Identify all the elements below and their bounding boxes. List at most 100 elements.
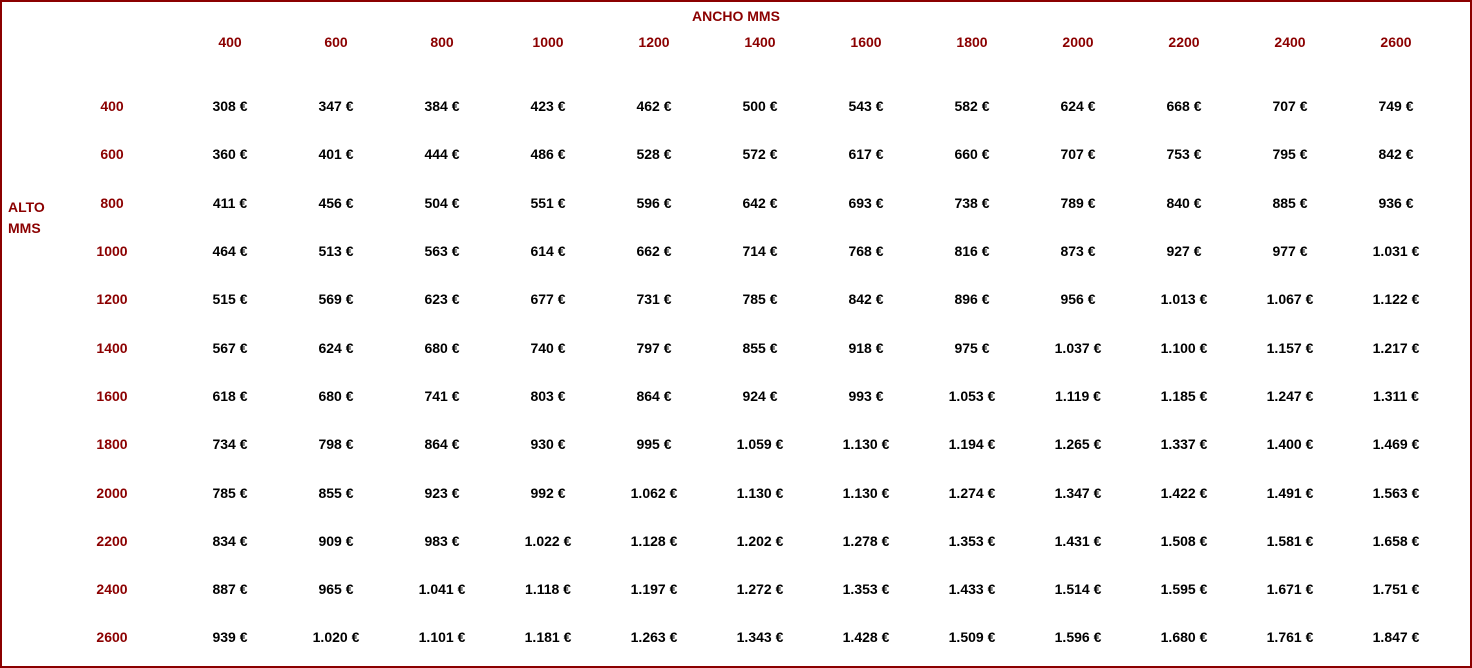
top-axis-label: ANCHO MMS [2, 8, 1470, 24]
table-cell: 1.247 € [1237, 388, 1343, 404]
table-cell: 1.353 € [919, 533, 1025, 549]
table-cell: 956 € [1025, 291, 1131, 307]
table-cell: 1.469 € [1343, 436, 1449, 452]
table-cell: 927 € [1131, 243, 1237, 259]
table-cell: 924 € [707, 388, 813, 404]
table-cell: 623 € [389, 291, 495, 307]
table-cell: 816 € [919, 243, 1025, 259]
table-cell: 785 € [177, 485, 283, 501]
table-cell: 1.013 € [1131, 291, 1237, 307]
table-cell: 1.059 € [707, 436, 813, 452]
table-row: 515 €569 €623 €677 €731 €785 €842 €896 €… [177, 275, 1449, 323]
table-cell: 624 € [283, 340, 389, 356]
table-cell: 680 € [389, 340, 495, 356]
col-header: 1800 [919, 34, 1025, 50]
table-cell: 642 € [707, 195, 813, 211]
table-cell: 1.422 € [1131, 485, 1237, 501]
table-cell: 834 € [177, 533, 283, 549]
table-cell: 596 € [601, 195, 707, 211]
table-cell: 1.130 € [813, 436, 919, 452]
table-cell: 741 € [389, 388, 495, 404]
table-cell: 1.130 € [813, 485, 919, 501]
table-cell: 1.217 € [1343, 340, 1449, 356]
table-cell: 486 € [495, 146, 601, 162]
table-cell: 411 € [177, 195, 283, 211]
table-cell: 740 € [495, 340, 601, 356]
table-cell: 1.272 € [707, 581, 813, 597]
table-cell: 909 € [283, 533, 389, 549]
table-cell: 1.514 € [1025, 581, 1131, 597]
table-cell: 617 € [813, 146, 919, 162]
table-cell: 885 € [1237, 195, 1343, 211]
table-cell: 1.508 € [1131, 533, 1237, 549]
table-cell: 1.265 € [1025, 436, 1131, 452]
row-header: 2600 [77, 613, 147, 661]
table-cell: 840 € [1131, 195, 1237, 211]
table-cell: 668 € [1131, 98, 1237, 114]
table-cell: 569 € [283, 291, 389, 307]
table-cell: 1.041 € [389, 581, 495, 597]
table-cell: 1.157 € [1237, 340, 1343, 356]
table-cell: 1.053 € [919, 388, 1025, 404]
col-header: 1000 [495, 34, 601, 50]
table-cell: 983 € [389, 533, 495, 549]
table-cell: 707 € [1237, 98, 1343, 114]
table-row: 734 €798 €864 €930 €995 €1.059 €1.130 €1… [177, 420, 1449, 468]
table-cell: 855 € [707, 340, 813, 356]
table-cell: 993 € [813, 388, 919, 404]
table-cell: 1.595 € [1131, 581, 1237, 597]
table-cell: 995 € [601, 436, 707, 452]
row-header: 400 [77, 82, 147, 130]
table-cell: 1.680 € [1131, 629, 1237, 645]
table-cell: 798 € [283, 436, 389, 452]
row-header: 600 [77, 130, 147, 178]
table-cell: 360 € [177, 146, 283, 162]
table-cell: 614 € [495, 243, 601, 259]
table-cell: 1.563 € [1343, 485, 1449, 501]
table-cell: 1.118 € [495, 581, 601, 597]
table-row: 618 €680 €741 €803 €864 €924 €993 €1.053… [177, 372, 1449, 420]
table-cell: 347 € [283, 98, 389, 114]
table-row: 360 €401 €444 €486 €528 €572 €617 €660 €… [177, 130, 1449, 178]
table-cell: 500 € [707, 98, 813, 114]
table-cell: 456 € [283, 195, 389, 211]
table-cell: 308 € [177, 98, 283, 114]
table-cell: 1.067 € [1237, 291, 1343, 307]
row-header: 2400 [77, 565, 147, 613]
table-cell: 864 € [389, 436, 495, 452]
table-cell: 1.022 € [495, 533, 601, 549]
table-cell: 1.433 € [919, 581, 1025, 597]
table-cell: 1.185 € [1131, 388, 1237, 404]
row-header: 2200 [77, 517, 147, 565]
table-row: 785 €855 €923 €992 €1.062 €1.130 €1.130 … [177, 468, 1449, 516]
table-cell: 842 € [1343, 146, 1449, 162]
table-cell: 707 € [1025, 146, 1131, 162]
table-cell: 513 € [283, 243, 389, 259]
column-headers: 400 600 800 1000 1200 1400 1600 1800 200… [177, 34, 1449, 50]
table-cell: 936 € [1343, 195, 1449, 211]
table-cell: 582 € [919, 98, 1025, 114]
table-cell: 1.343 € [707, 629, 813, 645]
table-cell: 1.751 € [1343, 581, 1449, 597]
left-axis-label-line1: ALTO [8, 199, 45, 215]
table-cell: 795 € [1237, 146, 1343, 162]
left-axis-label-line2: MMS [8, 220, 41, 236]
row-header: 800 [77, 179, 147, 227]
table-row: 464 €513 €563 €614 €662 €714 €768 €816 €… [177, 227, 1449, 275]
col-header: 400 [177, 34, 283, 50]
table-cell: 1.020 € [283, 629, 389, 645]
table-row: 834 €909 €983 €1.022 €1.128 €1.202 €1.27… [177, 517, 1449, 565]
table-cell: 753 € [1131, 146, 1237, 162]
col-header: 1600 [813, 34, 919, 50]
table-cell: 618 € [177, 388, 283, 404]
table-cell: 918 € [813, 340, 919, 356]
row-header: 1800 [77, 420, 147, 468]
table-cell: 1.596 € [1025, 629, 1131, 645]
table-cell: 1.400 € [1237, 436, 1343, 452]
row-header: 1000 [77, 227, 147, 275]
table-cell: 462 € [601, 98, 707, 114]
col-header: 800 [389, 34, 495, 50]
table-cell: 515 € [177, 291, 283, 307]
table-cell: 785 € [707, 291, 813, 307]
table-cell: 567 € [177, 340, 283, 356]
